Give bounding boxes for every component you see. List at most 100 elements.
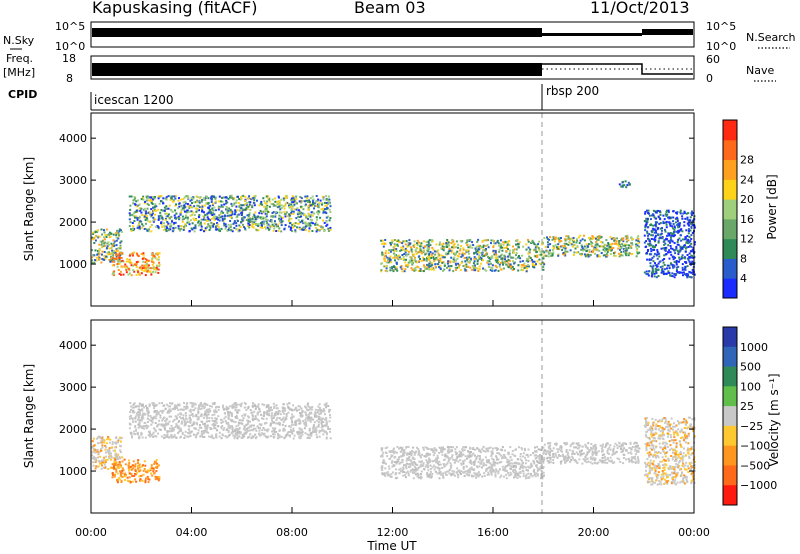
data-cell [661,227,663,230]
data-cell [317,213,320,216]
data-cell [115,461,118,464]
data-cell [91,454,94,457]
data-cell [273,421,276,424]
data-cell [176,404,179,407]
data-cell [426,460,429,463]
data-cell [654,270,657,273]
data-cell [273,414,276,417]
data-cell [655,264,658,267]
data-cell [182,417,184,420]
data-cell [266,430,269,433]
data-cell [689,216,692,219]
data-cell [111,249,114,252]
data-cell [610,237,613,240]
data-cell [318,407,321,409]
data-cell [687,221,690,224]
data-cell [135,205,138,208]
data-cell [94,239,97,242]
data-cell [275,422,278,425]
data-cell [266,224,269,227]
data-cell [167,405,170,408]
data-cell [460,261,463,264]
data-cell [142,473,145,476]
data-cell [170,209,173,212]
data-cell [685,274,688,277]
data-cell [109,231,111,234]
data-cell [118,456,121,458]
data-cell [474,247,477,250]
data-cell [620,254,623,257]
data-cell [659,233,662,236]
data-cell [166,403,169,406]
data-cell [481,259,484,262]
data-cell [662,222,665,225]
data-cell [411,263,414,266]
data-cell [116,472,119,475]
data-cell [679,229,682,232]
data-cell [244,208,246,211]
data-cell [98,451,101,454]
data-cell [130,409,132,411]
data-cell [538,462,541,464]
data-cell [198,197,201,200]
data-cell [450,242,453,245]
data-cell [456,266,458,269]
data-cell [294,222,297,224]
data-cell [548,251,551,254]
data-cell [144,481,147,484]
data-cell [466,241,469,244]
data-cell [386,256,389,259]
data-cell [426,266,429,269]
data-cell [264,212,267,215]
data-cell [651,257,654,259]
data-cell [118,272,121,275]
data-cell [401,446,404,449]
data-cell [380,269,383,272]
data-cell [139,266,142,269]
data-cell [325,433,328,436]
data-cell [322,219,324,222]
data-cell [445,244,448,247]
data-cell [499,246,502,249]
data-cell [133,402,136,405]
data-cell [140,418,143,421]
data-cell [189,419,192,422]
data-cell [132,403,135,406]
data-cell [136,462,139,465]
data-cell [141,197,144,200]
data-cell [213,410,216,413]
data-cell [260,424,263,427]
data-cell [141,223,144,226]
data-cell [106,449,109,452]
colorbar-swatch [723,139,737,161]
data-cell [129,204,132,207]
data-cell [217,405,220,408]
data-cell [308,437,311,439]
data-cell [97,456,99,459]
data-cell [473,264,476,267]
data-cell [113,270,116,273]
data-cell [266,206,269,208]
data-cell [449,261,452,264]
data-cell [113,475,116,478]
data-cell [646,230,649,233]
data-cell [137,408,140,411]
data-cell [239,431,242,434]
data-cell [647,274,650,277]
data-cell [97,250,99,252]
data-cell [565,235,568,238]
data-cell [141,427,144,430]
data-cell [592,249,595,252]
data-cell [190,206,192,209]
colorbar-swatch [723,218,737,240]
data-cell [221,218,224,221]
data-cell [245,423,248,426]
data-cell [400,265,403,267]
data-cell [118,477,121,480]
data-cell [198,404,201,407]
data-cell [221,215,224,218]
data-cell [102,459,105,462]
data-cell [128,459,130,462]
data-cell [595,241,598,243]
data-cell [178,197,180,200]
